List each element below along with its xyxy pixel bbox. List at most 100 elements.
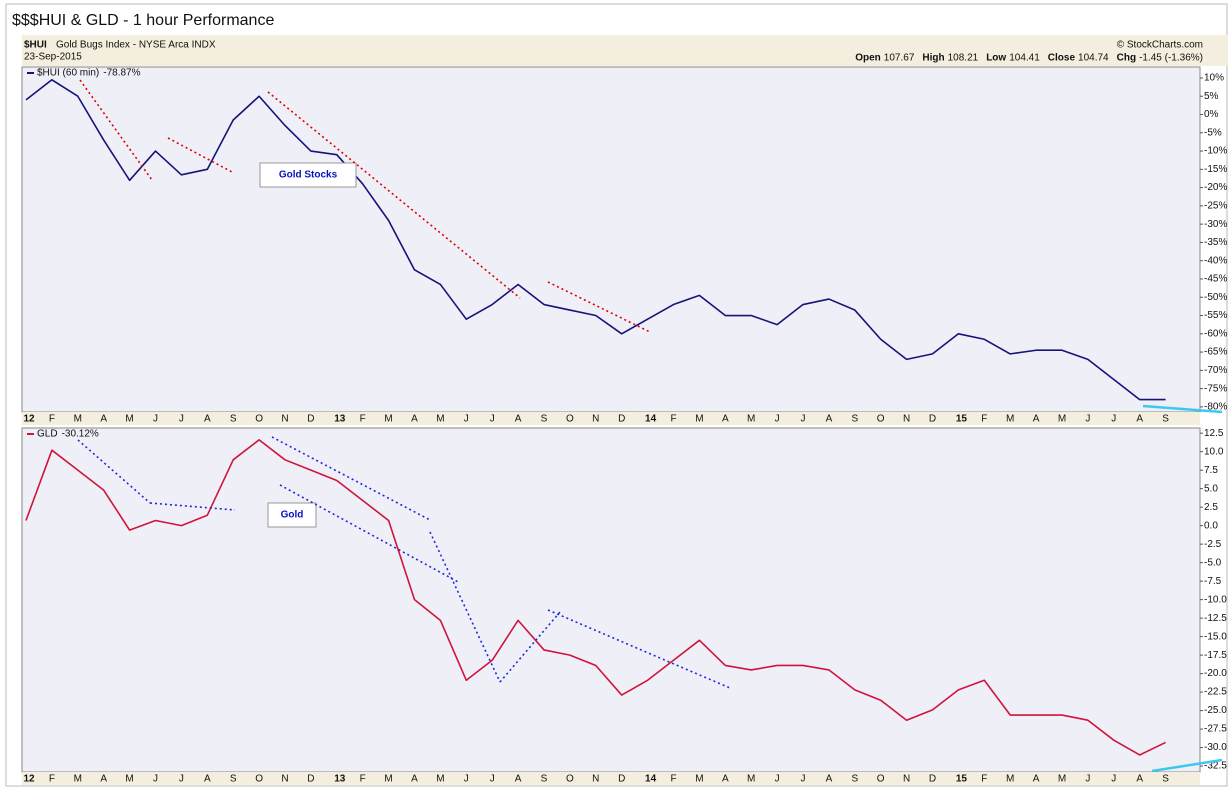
- x-tick-label: 15: [956, 414, 968, 425]
- y-tick-label: -5%: [1204, 127, 1222, 138]
- x-tick-label: F: [360, 414, 366, 425]
- y-tick-label: -10.0: [1204, 594, 1227, 605]
- y-tick-label: -25%: [1204, 201, 1227, 212]
- x-tick-label: A: [1136, 414, 1143, 425]
- trendline: [79, 79, 153, 181]
- y-tick-label: -75%: [1204, 383, 1227, 394]
- trendline: [547, 609, 731, 689]
- y-tick-label: -17.5: [1204, 650, 1227, 661]
- x-tick-label: J: [1111, 774, 1116, 785]
- x-tick-label: J: [1085, 774, 1090, 785]
- x-tick-label: 13: [334, 774, 346, 785]
- x-tick-label: J: [490, 774, 495, 785]
- x-tick-label: A: [411, 414, 418, 425]
- x-tick-label: J: [801, 774, 806, 785]
- y-tick-label: -30%: [1204, 219, 1227, 230]
- x-tick-label: S: [851, 414, 858, 425]
- x-tick-label: O: [255, 414, 263, 425]
- trendline: [267, 91, 521, 299]
- x-tick-label: A: [515, 414, 522, 425]
- x-tick-label: F: [981, 774, 987, 785]
- x-tick-label: A: [1033, 774, 1040, 785]
- x-tick-label: A: [826, 774, 833, 785]
- x-tick-label: M: [1058, 414, 1066, 425]
- x-tick-label: S: [541, 774, 548, 785]
- x-tick-label: M: [436, 414, 444, 425]
- y-tick-label: -32.5: [1204, 761, 1227, 772]
- y-tick-label: 5%: [1204, 91, 1219, 102]
- y-tick-label: 5.0: [1204, 483, 1218, 494]
- x-tick-label: A: [100, 414, 107, 425]
- y-tick-label: -40%: [1204, 255, 1227, 266]
- y-tick-label: -10%: [1204, 146, 1227, 157]
- y-tick-label: -22.5: [1204, 687, 1227, 698]
- x-tick-label: N: [281, 414, 288, 425]
- x-tick-label: S: [1162, 414, 1169, 425]
- x-tick-label: A: [515, 774, 522, 785]
- trendline: [499, 611, 561, 683]
- x-tick-label: F: [670, 774, 676, 785]
- x-tick-label: A: [204, 414, 211, 425]
- annotation: Gold Stocks: [279, 170, 338, 181]
- stat-label: Close: [1048, 53, 1076, 64]
- x-tick-label: D: [618, 774, 625, 785]
- x-tick-label: J: [153, 774, 158, 785]
- x-tick-label: O: [877, 774, 885, 785]
- annotation: Gold: [281, 510, 304, 521]
- trendline: [547, 281, 651, 333]
- date: 23-Sep-2015: [24, 52, 82, 63]
- y-tick-label: 0.0: [1204, 520, 1218, 531]
- x-tick-label: J: [179, 414, 184, 425]
- y-tick-label: -30.0: [1204, 742, 1227, 753]
- plot-area: [21, 66, 1201, 413]
- y-tick-label: -7.5: [1204, 576, 1222, 587]
- x-tick-label: N: [592, 774, 599, 785]
- x-tick-label: J: [775, 414, 780, 425]
- x-tick-label: 14: [645, 414, 657, 425]
- x-tick-label: A: [722, 414, 729, 425]
- y-tick-label: -35%: [1204, 237, 1227, 248]
- x-tick-label: F: [49, 414, 55, 425]
- y-tick-label: -5.0: [1204, 557, 1222, 568]
- x-tick-label: F: [670, 414, 676, 425]
- x-tick-label: N: [903, 414, 910, 425]
- y-tick-label: 0%: [1204, 109, 1219, 120]
- y-tick-label: -12.5: [1204, 613, 1227, 624]
- y-tick-label: 10.0: [1204, 446, 1224, 457]
- x-tick-label: 13: [334, 414, 346, 425]
- legend-value: -78.87%: [103, 68, 140, 79]
- x-tick-label: M: [436, 774, 444, 785]
- y-tick-label: 12.5: [1204, 428, 1224, 439]
- x-tick-label: O: [877, 414, 885, 425]
- y-tick-label: -15.0: [1204, 631, 1227, 642]
- x-tick-label: M: [695, 774, 703, 785]
- x-tick-label: J: [179, 774, 184, 785]
- x-tick-label: S: [230, 774, 237, 785]
- x-tick-label: N: [281, 774, 288, 785]
- x-tick-label: S: [851, 774, 858, 785]
- x-tick-label: O: [566, 414, 574, 425]
- series-line: [25, 439, 1166, 756]
- x-tick-label: A: [1033, 414, 1040, 425]
- stat-label: Chg: [1117, 53, 1136, 64]
- stat-value: 108.21: [948, 53, 979, 64]
- x-tick-label: 12: [23, 774, 35, 785]
- x-tick-label: M: [1006, 774, 1014, 785]
- y-tick-label: -80%: [1204, 402, 1227, 413]
- trendline: [279, 484, 461, 584]
- x-tick-label: A: [826, 414, 833, 425]
- x-tick-label: O: [255, 774, 263, 785]
- x-tick-label: F: [49, 774, 55, 785]
- x-axis-band: [22, 412, 1200, 425]
- x-tick-label: M: [747, 774, 755, 785]
- stat-label: Open: [855, 53, 881, 64]
- x-tick-label: A: [204, 774, 211, 785]
- x-tick-label: 12: [23, 414, 35, 425]
- x-tick-label: S: [1162, 774, 1169, 785]
- y-tick-label: -70%: [1204, 365, 1227, 376]
- arrow: [1151, 758, 1223, 773]
- series-line: [25, 78, 1166, 401]
- x-tick-label: M: [747, 414, 755, 425]
- x-tick-label: A: [1136, 774, 1143, 785]
